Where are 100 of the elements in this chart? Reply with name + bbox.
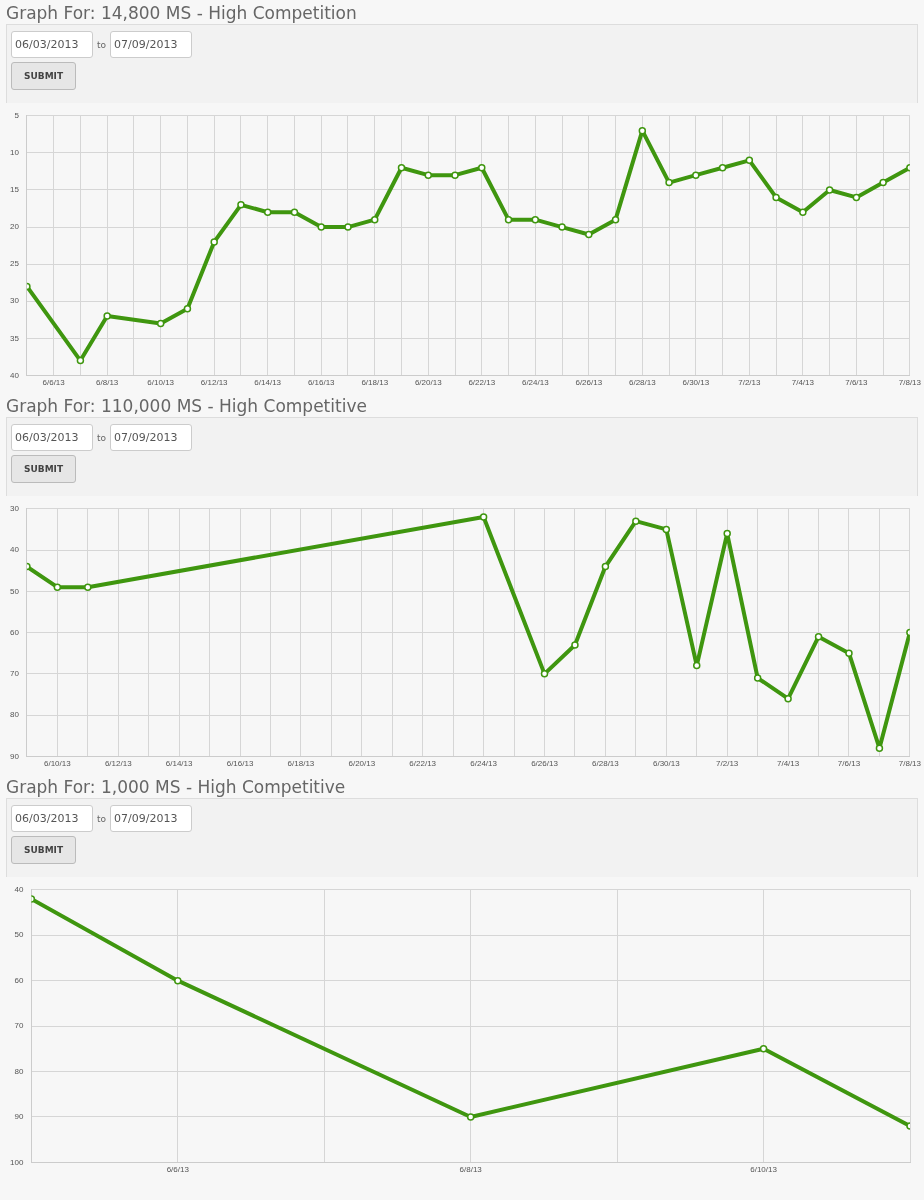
x-tick-label: 6/30/13: [682, 378, 710, 388]
point: [665, 178, 673, 187]
y-tick-label: 80: [9, 710, 20, 720]
y-tick-label: 60: [14, 975, 24, 985]
x-tick-label: 6/24/13: [470, 759, 498, 769]
x-tick-label: 6/26/13: [575, 378, 603, 388]
text: 06/03/2013: [11, 424, 93, 451]
text: SUBMIT: [11, 62, 77, 90]
text: to: [97, 432, 107, 443]
x-tick-label: 7/2/13: [716, 759, 739, 769]
x-tick-label: 7/2/13: [738, 378, 761, 388]
point: [451, 171, 459, 179]
chart-title: Graph For: 110,000 MS - High Competitive: [5, 395, 368, 417]
point: [263, 208, 272, 216]
x-tick-label: 6/8/13: [96, 378, 119, 388]
point: [424, 171, 432, 179]
point: [571, 641, 579, 649]
x-tick-label: 6/10/13: [147, 378, 175, 388]
x-tick-label: 7/4/13: [776, 759, 800, 769]
point: [692, 171, 700, 179]
x-tick-label: 6/30/13: [652, 759, 681, 769]
x-tick-label: 6/28/13: [592, 759, 620, 769]
x-tick-label: 6/6/13: [166, 1165, 190, 1175]
y-tick-label: 25: [9, 259, 20, 269]
chart-title: Graph For: 14,800 MS - High Competition: [5, 2, 358, 24]
point: [183, 304, 192, 313]
point: [718, 163, 727, 172]
point: [174, 976, 182, 985]
point: [852, 193, 861, 202]
y-tick-label: 15: [9, 185, 20, 195]
point: [344, 223, 352, 231]
x-tick-label: 7/6/13: [845, 378, 869, 388]
text: 07/09/2013: [110, 424, 193, 451]
point: [531, 215, 540, 224]
point: [540, 670, 549, 678]
y-tick-label: 90: [14, 1112, 24, 1122]
point: [693, 661, 701, 670]
text: SUBMIT: [11, 455, 77, 483]
text: 07/09/2013: [110, 31, 193, 58]
point: [825, 186, 834, 194]
point: [601, 562, 610, 571]
point: [784, 694, 792, 703]
x-tick-label: 6/22/13: [409, 759, 437, 769]
point: [875, 744, 884, 752]
y-tick-label: 40: [9, 370, 20, 380]
point: [759, 1045, 768, 1053]
text: to: [97, 813, 107, 824]
point: [662, 525, 671, 534]
chart-title: Graph For: 1,000 MS - High Competitive: [5, 776, 347, 798]
point: [53, 583, 62, 591]
point: [723, 529, 731, 538]
y-tick-label: 50: [14, 930, 24, 940]
point: [879, 178, 887, 187]
point: [84, 583, 92, 591]
y-tick-label: 100: [9, 1157, 24, 1167]
y-tick-label: 60: [9, 627, 20, 637]
y-tick-label: 30: [9, 296, 20, 306]
x-tick-label: 7/8/13: [898, 378, 922, 388]
point: [558, 223, 566, 231]
x-tick-label: 6/20/13: [414, 378, 443, 388]
x-tick-label: 6/24/13: [521, 378, 550, 388]
x-tick-label: 7/6/13: [837, 759, 861, 769]
point: [814, 632, 823, 641]
x-tick-label: 6/8/13: [459, 1165, 483, 1175]
text: to: [97, 39, 107, 50]
point: [504, 215, 513, 224]
point: [210, 238, 218, 246]
y-tick-label: 80: [14, 1066, 24, 1076]
y-tick-label: 30: [9, 504, 20, 513]
point: [745, 156, 754, 165]
x-tick-label: 6/28/13: [628, 378, 657, 388]
x-tick-label: 6/10/13: [43, 759, 72, 769]
point: [478, 163, 486, 172]
point: [611, 215, 620, 224]
point: [479, 513, 488, 521]
point: [632, 517, 640, 525]
point: [466, 1113, 475, 1121]
x-tick-label: 6/20/13: [348, 759, 376, 769]
point: [317, 223, 325, 231]
y-tick-label: 35: [9, 333, 20, 343]
x-tick-label: 6/18/13: [361, 378, 389, 388]
x-tick-label: 6/14/13: [254, 378, 282, 388]
x-tick-label: 7/4/13: [791, 378, 815, 388]
y-tick-label: 10: [9, 148, 20, 158]
y-tick-label: 5: [14, 111, 20, 120]
point: [397, 163, 406, 172]
text: 06/03/2013: [11, 805, 93, 832]
point: [799, 208, 807, 216]
y-tick-label: 20: [9, 222, 20, 232]
x-tick-label: 6/12/13: [200, 378, 229, 388]
x-tick-label: 6/18/13: [287, 759, 315, 769]
point: [585, 230, 593, 239]
x-tick-label: 6/6/13: [42, 378, 66, 388]
point: [156, 319, 165, 328]
point: [772, 193, 780, 202]
y-tick-label: 40: [14, 885, 24, 894]
y-tick-label: 90: [9, 751, 20, 761]
x-tick-label: 6/16/13: [307, 378, 336, 388]
x-tick-label: 6/14/13: [165, 759, 194, 769]
point: [76, 356, 85, 365]
